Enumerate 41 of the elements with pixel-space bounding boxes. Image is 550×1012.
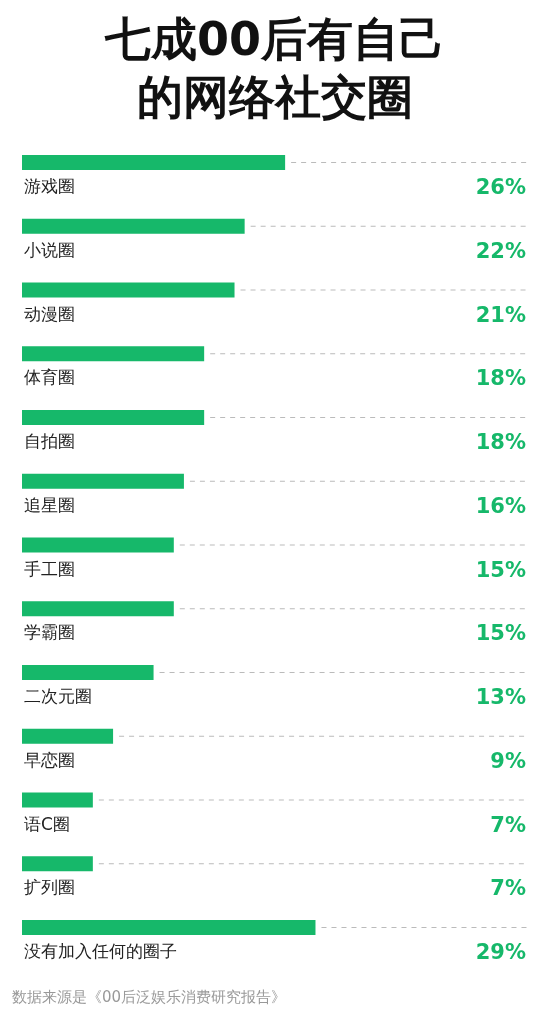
- data-label: 15%: [475, 557, 526, 582]
- bar: [22, 665, 154, 680]
- bar: [22, 728, 114, 744]
- data-label: 7%: [490, 812, 526, 837]
- y-tick-label: 小说圈: [24, 239, 75, 260]
- y-tick-label: 手工圈: [24, 558, 75, 579]
- bar: [22, 155, 286, 170]
- y-tick-label: 二次元圈: [24, 686, 92, 706]
- text: 数据来源是《00后泛娱乐消费研究报告》: [12, 988, 287, 1006]
- data-label: 9%: [490, 748, 526, 773]
- bar: [22, 410, 205, 425]
- y-tick-label: 动漫圈: [24, 303, 75, 324]
- y-tick-label: 自拍圈: [24, 431, 75, 451]
- data-label: 29%: [475, 940, 526, 964]
- data-label: 21%: [475, 302, 526, 327]
- data-label: 22%: [475, 238, 526, 263]
- bar: [22, 920, 316, 935]
- y-tick-label: 扩列圈: [24, 877, 75, 898]
- bar: [22, 856, 93, 872]
- bar: [22, 537, 174, 553]
- data-label: 15%: [475, 621, 526, 646]
- bar: [22, 792, 93, 808]
- bar: [22, 601, 174, 617]
- data-label: 26%: [475, 175, 526, 199]
- y-tick-label: 追星圈: [24, 494, 75, 515]
- data-label: 7%: [490, 876, 526, 901]
- y-tick-label: 语C圈: [24, 813, 70, 834]
- y-tick-label: 没有加入任何的圈子: [24, 941, 177, 961]
- data-label: 13%: [475, 685, 526, 709]
- data-label: 18%: [475, 430, 526, 454]
- data-label: 18%: [475, 366, 526, 391]
- y-tick-label: 学霸圈: [24, 622, 75, 643]
- chart-title: 七成00后有自己的网络社交圈: [103, 12, 446, 124]
- bar: [22, 473, 184, 489]
- y-tick-label: 游戏圈: [24, 176, 75, 196]
- y-tick-label: 早恋圈: [24, 749, 75, 770]
- bar: [22, 346, 205, 362]
- bar: [22, 282, 235, 298]
- data-label: 16%: [475, 493, 526, 518]
- y-tick-label: 体育圈: [24, 367, 75, 388]
- bar: [22, 218, 245, 234]
